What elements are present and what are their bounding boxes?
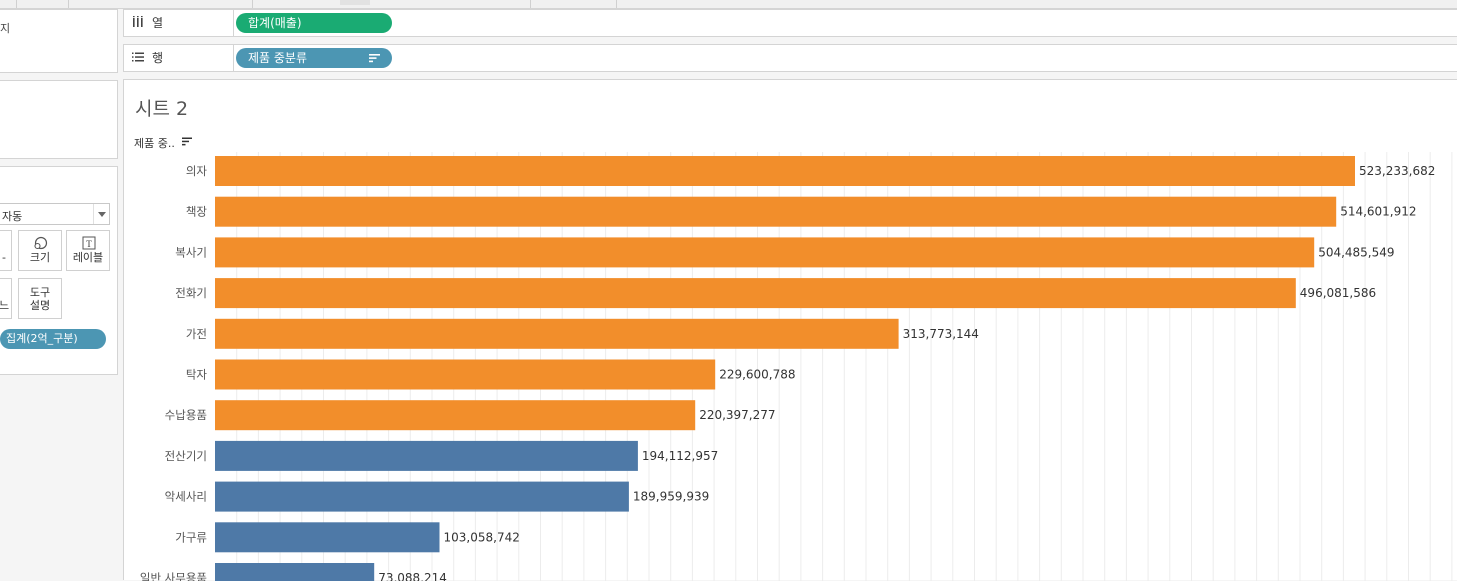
sum-sales-pill[interactable]: 합계(매출)	[236, 13, 392, 33]
size-icon	[34, 236, 48, 250]
value-label: 514,601,912	[1340, 205, 1416, 219]
bar-2[interactable]	[215, 237, 1315, 268]
card-title-fragment: 지	[0, 22, 11, 35]
sort-descending-icon[interactable]	[182, 137, 192, 146]
category-label[interactable]: 가전	[186, 327, 207, 341]
bar-chart: 의자 523,233,682 책장 514,601,912 복사기 504,485,549…	[140, 152, 1453, 581]
value-label: 496,081,586	[1300, 286, 1376, 300]
svg-text:T: T	[86, 239, 92, 249]
bar-4[interactable]	[215, 318, 899, 349]
row-header[interactable]: 제품 중..	[134, 137, 175, 150]
bar-7[interactable]	[215, 440, 638, 471]
category-label[interactable]: 전화기	[175, 286, 207, 300]
rows-shelf: 행 제품 중분류	[123, 44, 1457, 72]
color-field-pill[interactable]: 집계(2억_구분)	[0, 329, 106, 349]
mark-type-dropdown[interactable]: 자동	[0, 203, 110, 225]
product-subcategory-pill-text: 제품 중분류	[248, 51, 308, 65]
color-button[interactable]: -	[0, 230, 12, 271]
label-label: 레이블	[72, 251, 104, 264]
value-label: 504,485,549	[1318, 245, 1394, 259]
bar-1[interactable]	[215, 196, 1337, 227]
sort-descending-icon[interactable]	[369, 53, 380, 63]
marks-card: 자동 - 크기 T 레이블 느 도구 설명 집계(2억_구분)	[0, 166, 118, 375]
rows-shelf-label: 행	[124, 45, 234, 71]
value-label: 73,088,214	[378, 571, 447, 581]
category-label[interactable]: 의자	[186, 164, 208, 178]
value-label: 194,112,957	[642, 449, 718, 463]
sheet-title: 시트 2	[135, 98, 189, 120]
pages-card: 지	[0, 9, 118, 73]
value-label: 229,600,788	[719, 368, 795, 382]
columns-icon	[133, 16, 143, 27]
bar-10[interactable]	[215, 563, 375, 581]
columns-label-text: 열	[152, 16, 164, 30]
product-subcategory-pill[interactable]: 제품 중분류	[236, 48, 392, 68]
category-label[interactable]: 복사기	[175, 245, 207, 259]
columns-shelf: 열 합계(매출)	[123, 9, 1457, 37]
bar-5[interactable]	[215, 359, 716, 390]
value-label: 189,959,939	[633, 490, 709, 504]
columns-shelf-label: 열	[124, 10, 234, 36]
mark-type-value: 자동	[2, 210, 23, 223]
category-label[interactable]: 가구류	[175, 530, 207, 544]
value-label: 313,773,144	[903, 327, 979, 341]
bar-6[interactable]	[215, 400, 696, 431]
bar-3[interactable]	[215, 278, 1296, 309]
size-label: 크기	[29, 251, 51, 264]
category-label[interactable]: 악세사리	[165, 490, 207, 504]
label-button[interactable]: T 레이블	[66, 230, 110, 271]
bar-8[interactable]	[215, 481, 629, 512]
category-label[interactable]: 탁자	[186, 368, 208, 382]
category-label[interactable]: 전산기기	[165, 449, 207, 463]
worksheet-view: 의자 523,233,682 책장 514,601,912 복사기 504,485,549…	[123, 79, 1457, 581]
value-label: 523,233,682	[1359, 164, 1435, 178]
tooltip-label: 도구 설명	[29, 286, 51, 312]
bar-0[interactable]	[215, 156, 1355, 186]
bar-9[interactable]	[215, 522, 440, 553]
filters-card	[0, 80, 118, 159]
category-label[interactable]: 일반 사무용품	[140, 571, 207, 581]
detail-button[interactable]: 느	[0, 278, 12, 319]
value-label: 103,058,742	[444, 530, 520, 544]
tab-indicator	[340, 0, 370, 5]
rows-icon	[132, 52, 144, 62]
value-label: 220,397,277	[699, 408, 775, 422]
size-button[interactable]: 크기	[18, 230, 62, 271]
top-tab-strip	[0, 0, 1457, 9]
rows-label-text: 행	[152, 51, 164, 65]
chevron-down-icon[interactable]	[93, 204, 109, 224]
category-label[interactable]: 책장	[186, 205, 208, 219]
label-icon: T	[82, 236, 96, 250]
category-label[interactable]: 수납용품	[165, 408, 207, 422]
tooltip-button[interactable]: 도구 설명	[18, 278, 62, 319]
